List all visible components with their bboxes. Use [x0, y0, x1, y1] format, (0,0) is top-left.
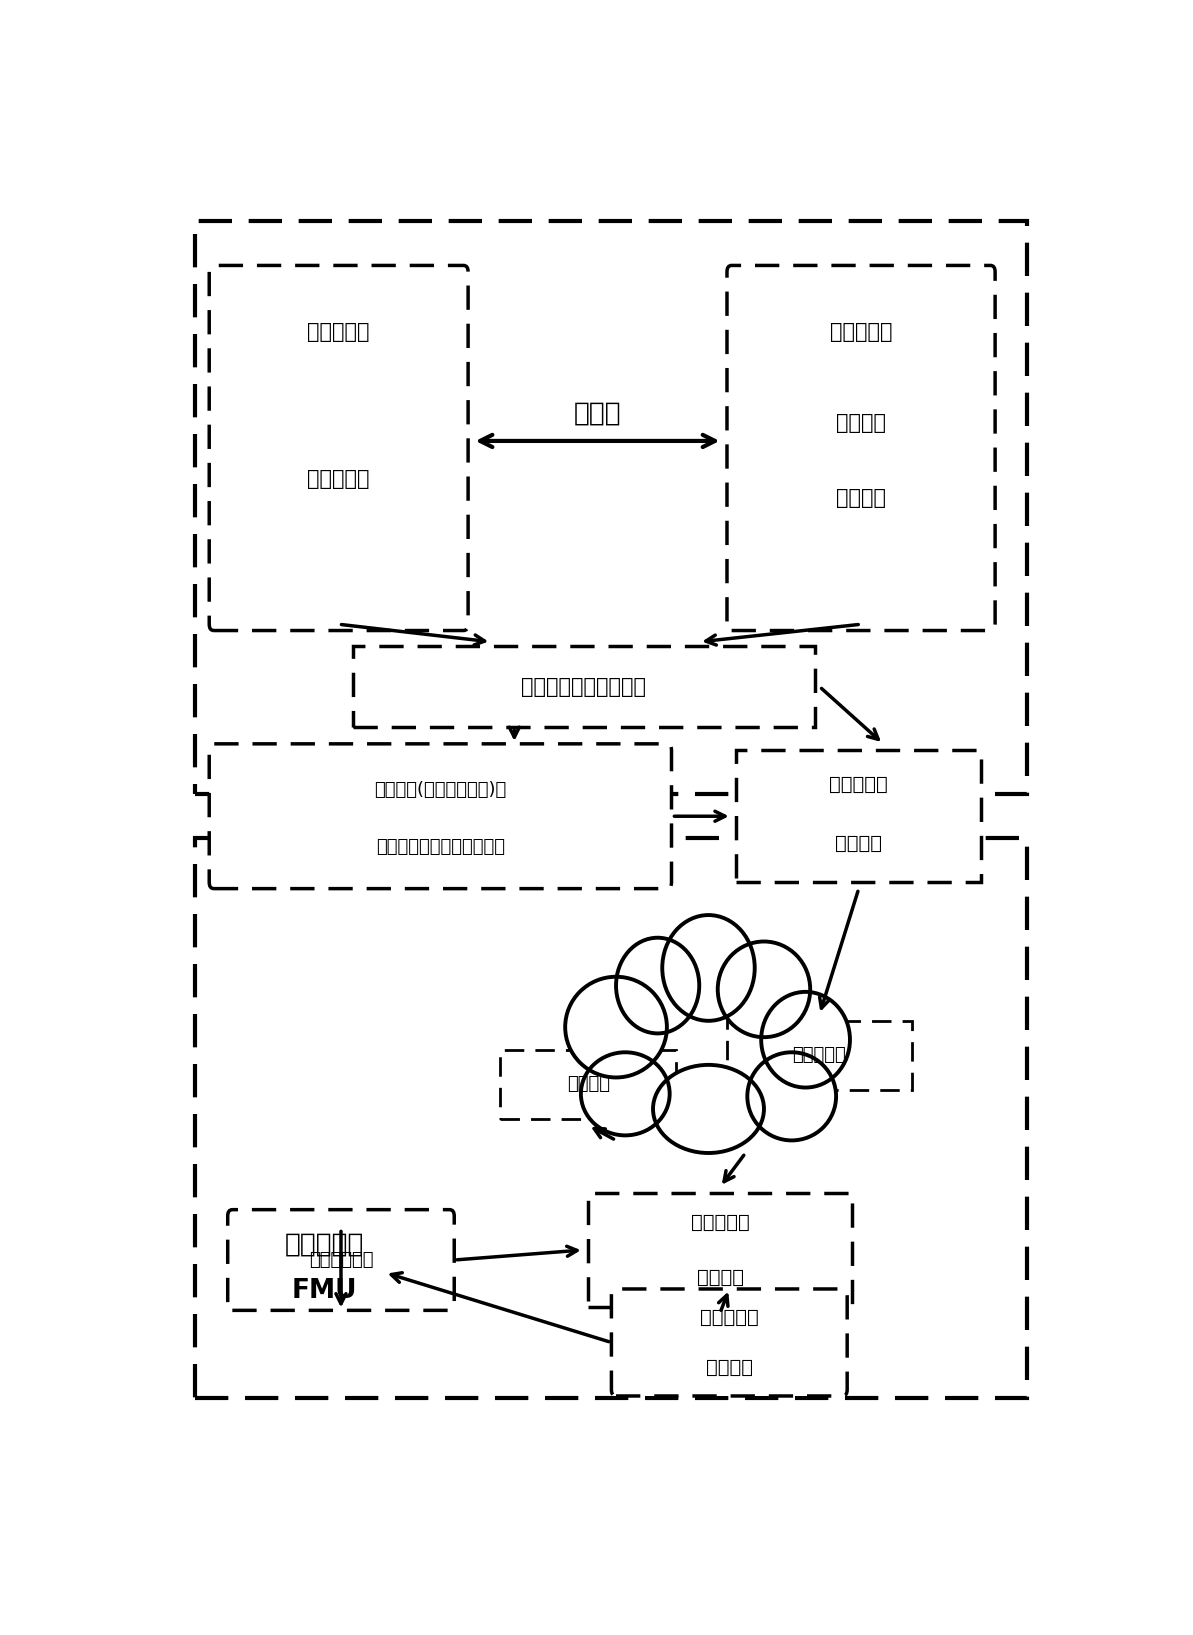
Text: 派生属性(完整性表征值)：: 派生属性(完整性表征值)：	[375, 782, 507, 800]
Text: 节点密钥: 节点密钥	[836, 412, 886, 433]
Ellipse shape	[718, 942, 810, 1037]
FancyBboxPatch shape	[612, 1288, 847, 1396]
Text: 节点完整性: 节点完整性	[829, 775, 888, 795]
Ellipse shape	[747, 1053, 836, 1141]
Text: 热量表地址: 热量表地址	[308, 469, 370, 489]
Text: 热量表信息库: 热量表信息库	[309, 1251, 373, 1269]
Text: 验证结果: 验证结果	[706, 1359, 753, 1377]
Text: 现场节点完: 现场节点完	[691, 1213, 749, 1231]
FancyBboxPatch shape	[196, 839, 1027, 1398]
Text: 验证请求: 验证请求	[567, 1076, 610, 1094]
Text: 整性监控: 整性监控	[697, 1269, 743, 1287]
Ellipse shape	[616, 938, 699, 1033]
Ellipse shape	[581, 1053, 669, 1135]
Ellipse shape	[761, 992, 849, 1087]
FancyBboxPatch shape	[353, 646, 815, 728]
Text: 热量表: 热量表	[574, 401, 622, 427]
Text: 节点完整性: 节点完整性	[700, 1308, 759, 1326]
Ellipse shape	[653, 1064, 764, 1153]
Text: 固有属性：: 固有属性：	[308, 322, 370, 342]
FancyBboxPatch shape	[727, 1020, 911, 1091]
Text: 赋予属性：: 赋予属性：	[830, 322, 892, 342]
Text: 完整性证据: 完整性证据	[792, 1046, 846, 1064]
Ellipse shape	[662, 916, 755, 1020]
Text: 随机密钥: 随机密钥	[836, 489, 886, 508]
FancyBboxPatch shape	[727, 265, 995, 631]
Text: FMU: FMU	[292, 1279, 358, 1305]
Text: 证据产生: 证据产生	[835, 834, 883, 853]
Text: 节点不变属性融合算法: 节点不变属性融合算法	[521, 677, 647, 697]
FancyBboxPatch shape	[501, 1050, 676, 1118]
Text: 区域管理器: 区域管理器	[285, 1231, 365, 1257]
FancyBboxPatch shape	[196, 221, 1027, 795]
Text: 随机化动态节点标识特征码: 随机化动态节点标识特征码	[376, 839, 505, 857]
FancyBboxPatch shape	[209, 744, 672, 888]
FancyBboxPatch shape	[736, 750, 981, 883]
FancyBboxPatch shape	[588, 1194, 852, 1306]
FancyBboxPatch shape	[228, 1210, 455, 1310]
Ellipse shape	[565, 976, 667, 1077]
FancyBboxPatch shape	[209, 265, 468, 631]
